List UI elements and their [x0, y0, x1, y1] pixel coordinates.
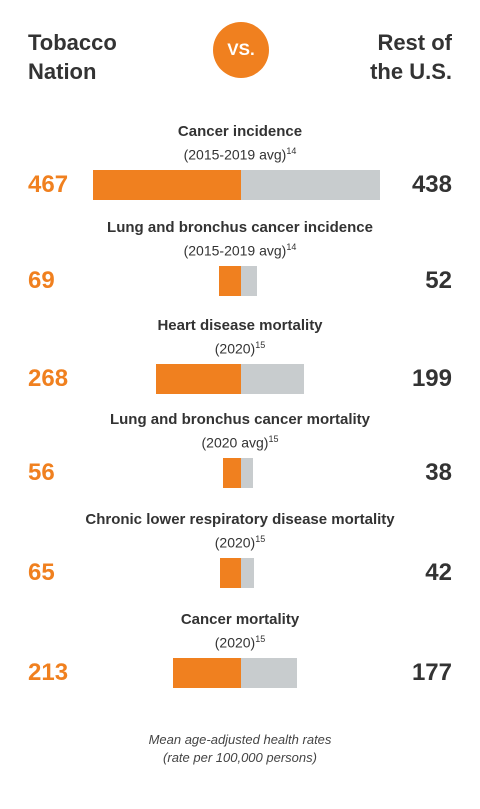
header-left-line2: Nation	[28, 59, 97, 84]
tobacco-nation-bar	[223, 458, 241, 488]
rest-of-us-bar	[241, 458, 254, 488]
metric-row: Chronic lower respiratory disease mortal…	[0, 510, 480, 590]
metric-period-text: (2020)	[214, 534, 256, 551]
metric-row: Heart disease mortality (2020)15 268 199	[0, 316, 480, 396]
rest-of-us-bar	[241, 266, 258, 296]
metric-row: Lung and bronchus cancer mortality (2020 …	[0, 410, 480, 490]
metric-period-text: (2020)	[214, 634, 256, 651]
rest-of-us-bar	[241, 658, 298, 688]
header-right-line2: the U.S.	[370, 59, 452, 84]
tobacco-nation-value: 56	[28, 459, 55, 486]
metric-row: Cancer mortality (2020)15 213 177	[0, 610, 480, 690]
metric-period-text: (2015-2019 avg)	[183, 242, 287, 259]
note-line1: Mean age-adjusted health rates	[148, 732, 332, 747]
citation-number: 14	[286, 242, 297, 252]
metric-period-text: (2020)	[214, 340, 256, 357]
metric-title: Lung and bronchus cancer mortality	[109, 411, 371, 428]
rest-of-us-value: 199	[411, 365, 452, 392]
citation-number: 15	[255, 634, 266, 644]
metric-period: (2020)15	[0, 630, 480, 652]
metric-period: (2020)15	[0, 336, 480, 358]
header-right-line1: Rest of	[377, 30, 452, 55]
rest-of-us-value: 42	[425, 559, 452, 586]
rest-of-us-value: 52	[425, 267, 452, 294]
tobacco-nation-bar	[93, 170, 241, 200]
metric-period: (2015-2019 avg)14	[0, 142, 480, 164]
citation-number: 15	[268, 434, 279, 444]
tobacco-nation-value: 268	[28, 365, 69, 392]
tobacco-nation-value: 213	[28, 659, 69, 686]
metric-title: Heart disease mortality	[157, 317, 323, 334]
metric-title: Chronic lower respiratory disease mortal…	[85, 511, 395, 528]
note-line2: (rate per 100,000 persons)	[163, 750, 317, 765]
metric-period-text: (2015-2019 avg)	[183, 146, 287, 163]
citation-number: 15	[255, 340, 266, 350]
tobacco-nation-value: 69	[28, 267, 55, 294]
rest-of-us-value: 38	[425, 459, 452, 486]
header-tobacco-nation: Tobacco Nation	[28, 28, 178, 86]
metric-title: Lung and bronchus cancer incidence	[107, 219, 373, 236]
citation-number: 15	[255, 534, 266, 544]
metric-period: (2020 avg)15	[0, 430, 480, 452]
citation-number: 14	[286, 146, 297, 156]
rest-of-us-value: 438	[411, 171, 452, 198]
metric-title: Cancer incidence	[177, 123, 303, 140]
tobacco-nation-value: 65	[28, 559, 55, 586]
rest-of-us-bar	[241, 170, 380, 200]
chart-note: Mean age-adjusted health rates (rate per…	[0, 731, 480, 767]
rest-of-us-bar	[241, 364, 305, 394]
tobacco-nation-bar	[173, 658, 241, 688]
tobacco-nation-bar	[156, 364, 241, 394]
rest-of-us-bar	[241, 558, 255, 588]
metric-row: Lung and bronchus cancer incidence (2015-…	[0, 218, 480, 298]
metric-row: Cancer incidence (2015-2019 avg)14 467 438	[0, 122, 480, 202]
tobacco-nation-bar	[219, 266, 241, 296]
metric-period: (2020)15	[0, 530, 480, 552]
metric-title: Cancer mortality	[180, 611, 300, 628]
vs-badge: VS.	[213, 22, 269, 78]
tobacco-nation-bar	[220, 558, 241, 588]
tobacco-nation-value: 467	[28, 171, 69, 198]
header-rest-of-us: Rest of the U.S.	[302, 28, 452, 86]
header-left-line1: Tobacco	[28, 30, 117, 55]
rest-of-us-value: 177	[411, 659, 452, 686]
metric-period-text: (2020 avg)	[201, 434, 269, 451]
metric-period: (2015-2019 avg)14	[0, 238, 480, 260]
